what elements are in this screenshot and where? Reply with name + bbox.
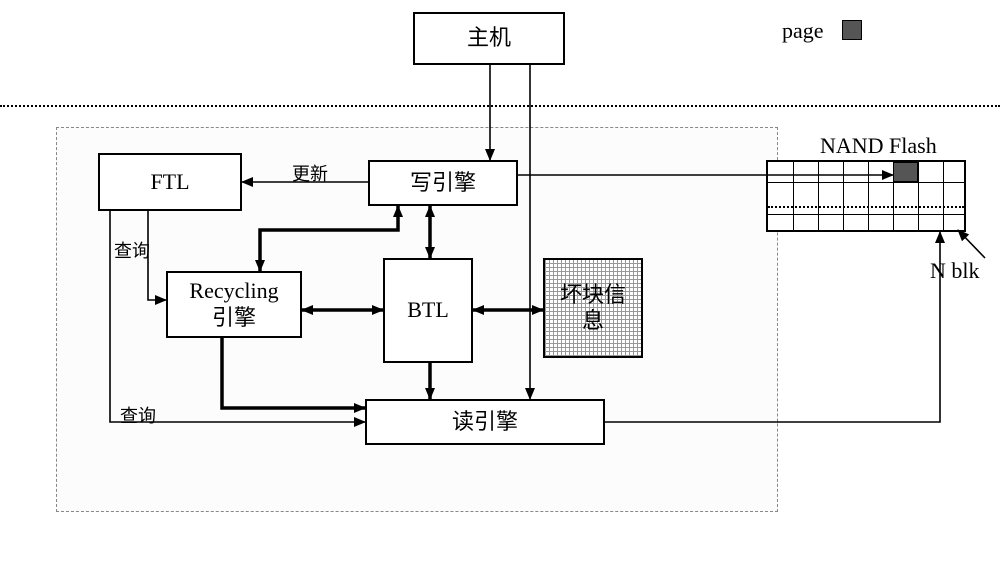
node-btl: BTL (383, 258, 473, 363)
node-write-label: 写引擎 (410, 170, 476, 196)
legend-page-swatch (842, 20, 862, 40)
node-read-engine: 读引擎 (365, 399, 605, 445)
node-host-label: 主机 (467, 25, 511, 51)
edge-nand-nblk (958, 230, 985, 258)
node-badblock-info: 坏块信 息 (543, 258, 643, 358)
nand-title: NAND Flash (820, 133, 937, 159)
node-badblock-label: 坏块信 息 (560, 282, 626, 335)
legend-page-label: page (782, 18, 824, 44)
nand-flash-grid (766, 160, 966, 232)
nand-highlighted-page (893, 162, 918, 182)
edge-label-query-2: 查询 (120, 402, 156, 428)
node-recycling-engine: Recycling 引擎 (166, 271, 302, 338)
node-btl-label: BTL (407, 297, 449, 323)
edge-label-nblk: N blk (930, 258, 980, 284)
node-ftl: FTL (98, 153, 242, 211)
edge-label-update: 更新 (292, 160, 328, 186)
node-read-label: 读引擎 (452, 409, 518, 435)
edge-label-query-1: 查询 (114, 237, 150, 263)
node-recycling-label: Recycling 引擎 (189, 278, 278, 331)
node-write-engine: 写引擎 (368, 160, 518, 206)
host-boundary-divider (0, 105, 1000, 107)
diagram-canvas: 主机 FTL 写引擎 Recycling 引擎 BTL 坏块信 息 读引擎 NA… (0, 0, 1000, 572)
node-ftl-label: FTL (150, 169, 189, 195)
node-host: 主机 (413, 12, 565, 65)
